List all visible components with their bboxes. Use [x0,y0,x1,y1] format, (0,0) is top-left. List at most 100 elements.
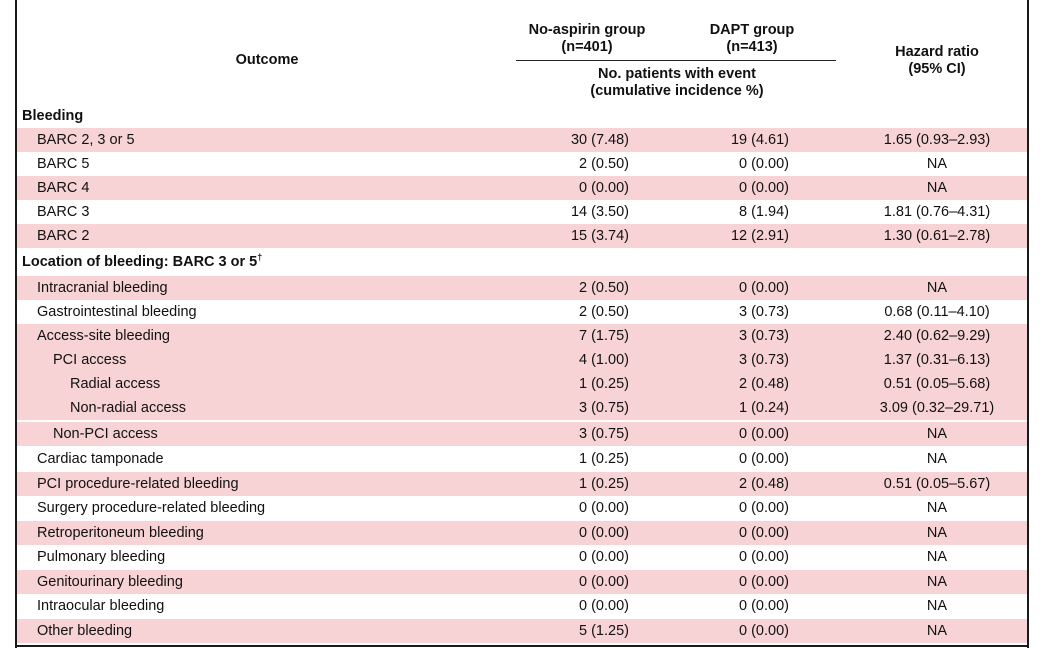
dapt-value: 0 (0.00) [739,623,789,639]
hazard-ratio-value: NA [926,598,948,614]
no-aspirin-value: 5 (1.25) [579,623,629,639]
table-row: BARC 2 15 (3.74) 12 (2.91) 1.30 (0.61–2.… [17,224,1027,248]
hazard-ratio-value: 3.09 (0.32–29.71) [879,400,995,416]
no-aspirin-value: 30 (7.48) [570,132,629,148]
hazard-ratio-value: 1.65 (0.93–2.93) [883,132,991,148]
hazard-ratio-value: NA [926,180,948,196]
section-title-location: Location of bleeding: BARC 3 or 5† [22,250,262,274]
section-title-bleeding: Bleeding [22,108,84,124]
header-no-aspirin-title: No-aspirin group [528,22,646,38]
no-aspirin-value: 15 (3.74) [570,228,629,244]
header-no-aspirin-n: (n=401) [561,39,613,55]
dapt-value: 0 (0.00) [739,574,789,590]
outcome-label: Gastrointestinal bleeding [37,304,197,320]
no-aspirin-value: 0 (0.00) [579,180,629,196]
header-group-rule [516,60,836,61]
table-row: BARC 2, 3 or 5 30 (7.48) 19 (4.61) 1.65 … [17,128,1027,152]
dapt-value: 12 (2.91) [730,228,789,244]
outcome-label: Pulmonary bleeding [37,549,166,565]
dapt-value: 0 (0.00) [739,525,789,541]
outcome-label: Other bleeding [37,623,133,639]
hazard-ratio-value: 1.30 (0.61–2.78) [883,228,991,244]
dapt-value: 3 (0.73) [739,328,789,344]
header-hr-line1: Hazard ratio [895,44,979,60]
header-dapt-title: DAPT group [709,22,795,38]
no-aspirin-value: 0 (0.00) [579,549,629,565]
table-row: BARC 5 2 (0.50) 0 (0.00) NA [17,152,1027,176]
table-row: PCI procedure-related bleeding 1 (0.25) … [17,472,1027,496]
no-aspirin-value: 4 (1.00) [579,352,629,368]
hazard-ratio-value: NA [926,280,948,296]
hazard-ratio-value: 1.37 (0.31–6.13) [883,352,991,368]
no-aspirin-value: 14 (3.50) [570,204,629,220]
outcome-label: Intracranial bleeding [37,280,168,296]
dapt-value: 0 (0.00) [739,180,789,196]
table-row: Genitourinary bleeding 0 (0.00) 0 (0.00)… [17,570,1027,594]
dapt-value: 0 (0.00) [739,500,789,516]
dapt-value: 0 (0.00) [739,156,789,172]
dapt-value: 0 (0.00) [739,598,789,614]
dapt-value: 19 (4.61) [730,132,789,148]
outcome-label: BARC 2 [37,228,90,244]
dapt-value: 1 (0.24) [739,400,789,416]
outcome-label: PCI access [53,352,127,368]
dapt-value: 0 (0.00) [739,280,789,296]
outcomes-table: Outcome No-aspirin group (n=401) DAPT gr… [17,0,1027,648]
no-aspirin-value: 0 (0.00) [579,525,629,541]
header-outcome: Outcome [235,52,299,68]
no-aspirin-value: 0 (0.00) [579,500,629,516]
dapt-value: 8 (1.94) [739,204,789,220]
table-row: Gastrointestinal bleeding 2 (0.50) 3 (0.… [17,300,1027,324]
no-aspirin-value: 2 (0.50) [579,156,629,172]
dapt-value: 0 (0.00) [739,426,789,442]
table-row: BARC 3 14 (3.50) 8 (1.94) 1.81 (0.76–4.3… [17,200,1027,224]
dagger-footnote-mark: † [257,252,263,263]
no-aspirin-value: 3 (0.75) [579,400,629,416]
header-no-aspirin: No-aspirin group (n=401) [517,22,657,56]
dapt-value: 0 (0.00) [739,549,789,565]
hazard-ratio-value: NA [926,574,948,590]
hazard-ratio-value: 0.68 (0.11–4.10) [884,304,990,320]
no-aspirin-value: 2 (0.50) [579,280,629,296]
outcome-label: Retroperitoneum bleeding [37,525,204,541]
header-events-line1: No. patients with event [598,66,756,82]
table-row: Retroperitoneum bleeding 0 (0.00) 0 (0.0… [17,521,1027,545]
hazard-ratio-value: NA [926,623,948,639]
header-dapt: DAPT group (n=413) [687,22,817,56]
outcome-label: Non-radial access [70,400,187,416]
no-aspirin-value: 1 (0.25) [579,451,629,467]
no-aspirin-value: 1 (0.25) [579,476,629,492]
hazard-ratio-value: NA [926,156,948,172]
table-row: Surgery procedure-related bleeding 0 (0.… [17,496,1027,520]
no-aspirin-value: 7 (1.75) [579,328,629,344]
outcome-label: BARC 4 [37,180,90,196]
table-row: Access-site bleeding 7 (1.75) 3 (0.73) 2… [17,324,1027,348]
outcome-label: BARC 5 [37,156,90,172]
section-title-location-text: Location of bleeding: BARC 3 or 5 [22,254,258,270]
hazard-ratio-value: 0.51 (0.05–5.67) [883,476,991,492]
dapt-value: 3 (0.73) [739,304,789,320]
section-row-location: Location of bleeding: BARC 3 or 5† [17,250,1027,274]
no-aspirin-value: 0 (0.00) [579,598,629,614]
header-dapt-n: (n=413) [726,39,778,55]
outcome-label: Non-PCI access [53,426,158,442]
dapt-value: 0 (0.00) [739,451,789,467]
no-aspirin-value: 3 (0.75) [579,426,629,442]
outcome-label: Access-site bleeding [37,328,170,344]
no-aspirin-value: 2 (0.50) [579,304,629,320]
outcome-label: Radial access [70,376,161,392]
outcome-label: PCI procedure-related bleeding [37,476,239,492]
hazard-ratio-value: NA [926,500,948,516]
table-row: Cardiac tamponade 1 (0.25) 0 (0.00) NA [17,447,1027,471]
hazard-ratio-value: NA [926,426,948,442]
section-row-bleeding: Bleeding [17,104,1027,128]
table-row: Other bleeding 5 (1.25) 0 (0.00) NA [17,619,1027,643]
hazard-ratio-value: 0.51 (0.05–5.68) [883,376,991,392]
table-left-border [15,0,17,648]
table-row: Non-radial access 3 (0.75) 1 (0.24) 3.09… [17,396,1027,420]
header-hr-line2: (95% CI) [908,61,966,77]
dapt-value: 2 (0.48) [739,476,789,492]
table-row: PCI access 4 (1.00) 3 (0.73) 1.37 (0.31–… [17,348,1027,372]
header-events: No. patients with event (cumulative inci… [537,66,817,100]
hazard-ratio-value: NA [926,525,948,541]
